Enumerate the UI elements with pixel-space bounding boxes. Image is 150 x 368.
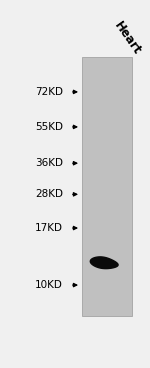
Text: 17KD: 17KD xyxy=(35,223,63,233)
Text: 55KD: 55KD xyxy=(35,122,63,132)
Text: 72KD: 72KD xyxy=(35,87,63,97)
Text: 36KD: 36KD xyxy=(35,158,63,168)
PathPatch shape xyxy=(90,257,118,269)
Text: 10KD: 10KD xyxy=(35,280,63,290)
Text: 28KD: 28KD xyxy=(35,189,63,199)
Bar xyxy=(82,57,132,316)
Text: Heart: Heart xyxy=(111,19,143,57)
